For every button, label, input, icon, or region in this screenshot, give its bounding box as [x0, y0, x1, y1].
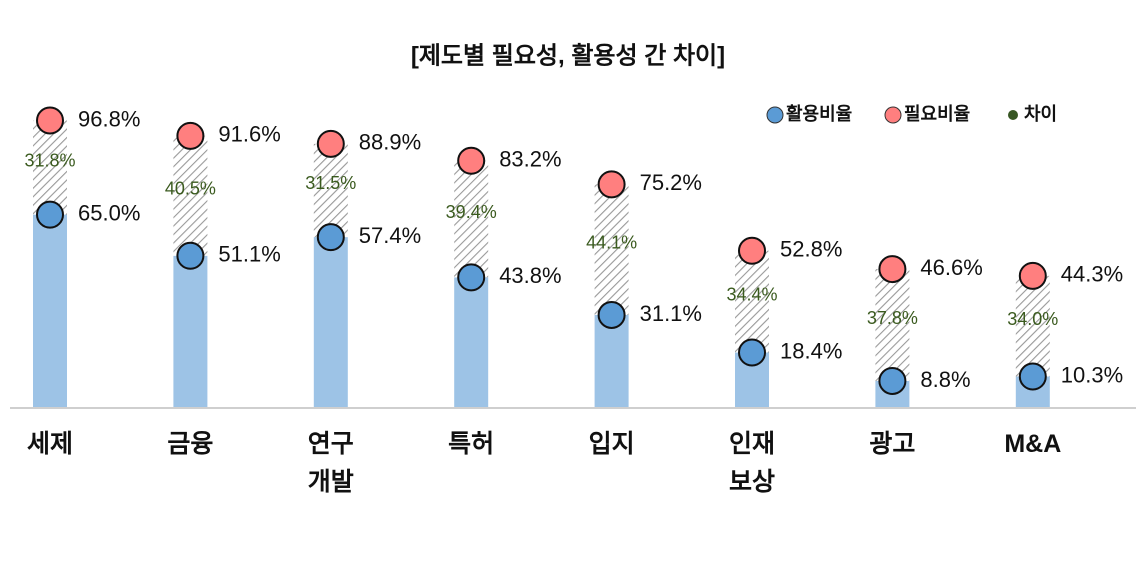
diff-label: 44.1%	[586, 232, 637, 252]
need-dot	[1018, 261, 1047, 290]
legend-label: 차이	[1024, 104, 1057, 124]
use-label: 43.8%	[499, 263, 561, 288]
need-dot	[597, 170, 626, 199]
x-tick-label: M&A	[1004, 430, 1062, 458]
need-dot	[176, 121, 205, 150]
x-tick-label: 입지	[588, 430, 635, 458]
legend-label: 필요비율	[904, 104, 970, 124]
use-label: 51.1%	[218, 242, 280, 267]
need-label: 88.9%	[359, 130, 421, 155]
diff-label: 31.8%	[24, 150, 75, 170]
bar	[313, 237, 348, 407]
need-dot	[457, 146, 486, 175]
diff-label: 37.8%	[867, 308, 918, 328]
need-dot	[738, 236, 766, 265]
use-label: 31.1%	[640, 301, 702, 326]
gap-hatch	[454, 160, 489, 278]
bar	[594, 314, 629, 407]
diff-label: 39.4%	[446, 202, 497, 222]
legend-marker	[1008, 110, 1018, 120]
legend-marker	[766, 106, 784, 124]
x-tick-label: 인재 보상	[728, 430, 775, 496]
use-label: 57.4%	[359, 223, 421, 248]
x-tick-label: 세제	[26, 430, 73, 458]
use-label: 8.8%	[920, 367, 970, 392]
use-label: 10.3%	[1061, 362, 1123, 387]
gap-hatch	[735, 250, 769, 353]
chart-title: [제도별 필요성, 활용성 간 차이]	[411, 42, 725, 69]
x-tick-label: 연구 개발	[307, 430, 354, 496]
use-dot	[1018, 362, 1047, 391]
gap-hatch	[1015, 275, 1050, 377]
bar	[33, 214, 67, 407]
bar	[454, 277, 489, 407]
bar	[173, 255, 208, 407]
use-label: 65.0%	[78, 200, 140, 225]
gap-hatch	[875, 269, 910, 381]
diff-label: 40.5%	[165, 179, 216, 199]
x-tick-label: 광고	[869, 430, 916, 458]
need-dot	[878, 255, 907, 284]
need-label: 44.3%	[1061, 262, 1123, 287]
need-label: 75.2%	[640, 170, 702, 195]
legend-marker	[884, 106, 902, 124]
diff-label: 34.4%	[726, 284, 777, 304]
use-dot	[738, 338, 766, 367]
diff-label: 34.0%	[1007, 309, 1058, 329]
use-label: 18.4%	[780, 338, 842, 363]
gap-hatch	[173, 135, 208, 256]
use-dot	[878, 366, 907, 395]
need-dot	[36, 106, 64, 135]
use-dot	[457, 263, 486, 292]
need-label: 46.6%	[920, 255, 982, 280]
gap-hatch	[594, 184, 629, 315]
diff-label: 31.5%	[305, 173, 356, 193]
use-dot	[36, 200, 64, 229]
need-dot	[316, 129, 345, 158]
use-dot	[176, 241, 205, 270]
gap-hatch	[313, 143, 348, 238]
need-label: 96.8%	[78, 106, 140, 131]
x-tick-label: 특허	[448, 430, 495, 458]
need-label: 52.8%	[780, 237, 842, 262]
legend-label: 활용비율	[786, 104, 852, 124]
need-label: 91.6%	[218, 122, 280, 147]
need-label: 83.2%	[499, 147, 561, 172]
gap-hatch	[33, 120, 67, 215]
x-tick-label: 금융	[167, 430, 214, 458]
use-dot	[316, 223, 345, 252]
use-dot	[597, 300, 626, 329]
